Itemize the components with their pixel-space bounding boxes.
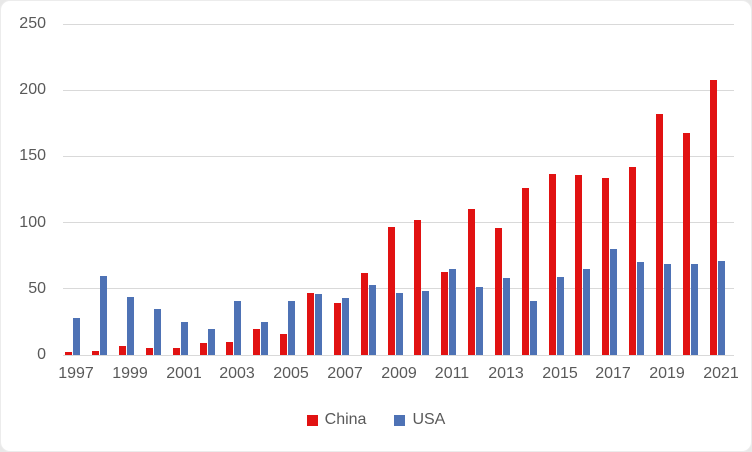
gridline-200	[63, 89, 734, 91]
bar-china-2015	[549, 174, 556, 355]
bar-china-2002	[200, 343, 207, 355]
bar-china-2011	[441, 272, 448, 355]
bar-china-2004	[253, 329, 260, 355]
bar-china-1998	[92, 351, 99, 355]
bar-usa-2010	[422, 291, 429, 355]
bar-usa-2004	[261, 322, 268, 355]
china-legend-label: China	[324, 411, 367, 428]
y-tick-label: 100	[19, 213, 46, 231]
bar-usa-2015	[557, 277, 564, 355]
bar-china-1999	[119, 346, 126, 355]
y-tick-label: 250	[19, 15, 46, 32]
bar-china-2016	[575, 175, 582, 355]
china-legend-swatch	[306, 414, 318, 426]
bar-usa-2016	[583, 269, 590, 355]
gridline-0	[63, 354, 734, 356]
legend-item-usa: USA	[394, 411, 445, 429]
y-tick-label: 150	[19, 147, 46, 165]
bar-usa-2008	[369, 285, 376, 355]
bar-china-2020	[683, 133, 690, 355]
bar-china-2009	[388, 227, 395, 355]
x-tick-label: 2009	[381, 365, 417, 382]
bar-china-2021	[710, 80, 717, 355]
bar-usa-2011	[449, 269, 456, 355]
x-tick-label: 2005	[273, 365, 309, 382]
x-tick-label: 2021	[703, 365, 739, 382]
bar-china-2014	[522, 188, 529, 355]
bar-china-2003	[226, 342, 233, 355]
gridline-250	[63, 23, 734, 25]
bar-usa-1999	[127, 297, 134, 355]
bar-usa-1998	[100, 276, 107, 355]
x-tick-label: 2013	[488, 365, 524, 382]
usa-legend-label: USA	[412, 411, 446, 428]
usa-legend-swatch	[394, 414, 406, 426]
bar-usa-2020	[691, 264, 698, 355]
bar-china-2005	[280, 334, 287, 355]
x-tick-label: 1997	[58, 365, 94, 382]
bar-usa-2013	[503, 278, 510, 355]
bar-usa-2001	[181, 322, 188, 355]
bar-china-2018	[629, 167, 636, 355]
bar-china-2010	[414, 220, 421, 355]
bar-usa-2009	[396, 293, 403, 355]
x-tick-label: 2019	[649, 365, 685, 382]
bar-china-2019	[656, 114, 663, 355]
bar-china-2007	[334, 303, 341, 355]
legend-item-china: China	[306, 411, 367, 429]
y-tick-label: 50	[28, 279, 46, 297]
bar-usa-2006	[315, 294, 322, 355]
x-tick-label: 2003	[219, 365, 255, 382]
bar-china-2012	[468, 209, 475, 355]
bar-usa-2017	[610, 249, 617, 355]
bar-usa-2007	[342, 298, 349, 355]
bar-china-2000	[146, 348, 153, 355]
gridline-150	[63, 155, 734, 157]
bar-usa-2014	[530, 301, 537, 355]
x-tick-label: 2007	[327, 365, 363, 382]
bar-china-1997	[65, 352, 72, 355]
gridline-100	[63, 222, 734, 224]
x-tick-label: 2017	[595, 365, 631, 382]
bar-usa-2021	[718, 261, 725, 355]
bar-usa-2005	[288, 301, 295, 355]
bar-usa-2003	[234, 301, 241, 355]
x-tick-label: 2011	[434, 365, 470, 382]
bar-china-2013	[495, 228, 502, 355]
bar-usa-2012	[476, 287, 483, 355]
x-tick-label: 2001	[166, 365, 202, 382]
bar-usa-2002	[208, 329, 215, 355]
bar-china-2006	[307, 293, 314, 355]
bar-usa-1997	[73, 318, 80, 355]
y-tick-label: 200	[19, 81, 46, 99]
bar-china-2008	[361, 273, 368, 355]
bar-usa-2019	[664, 264, 671, 355]
bar-china-2001	[173, 348, 180, 355]
chart-legend: China USA	[1, 411, 751, 429]
bar-china-2017	[602, 178, 609, 355]
y-tick-label: 0	[37, 346, 46, 363]
x-tick-label: 2015	[542, 365, 578, 382]
bar-usa-2018	[637, 262, 644, 355]
bar-usa-2000	[154, 309, 161, 355]
gridline-50	[63, 288, 734, 290]
x-tick-label: 1999	[112, 365, 148, 382]
